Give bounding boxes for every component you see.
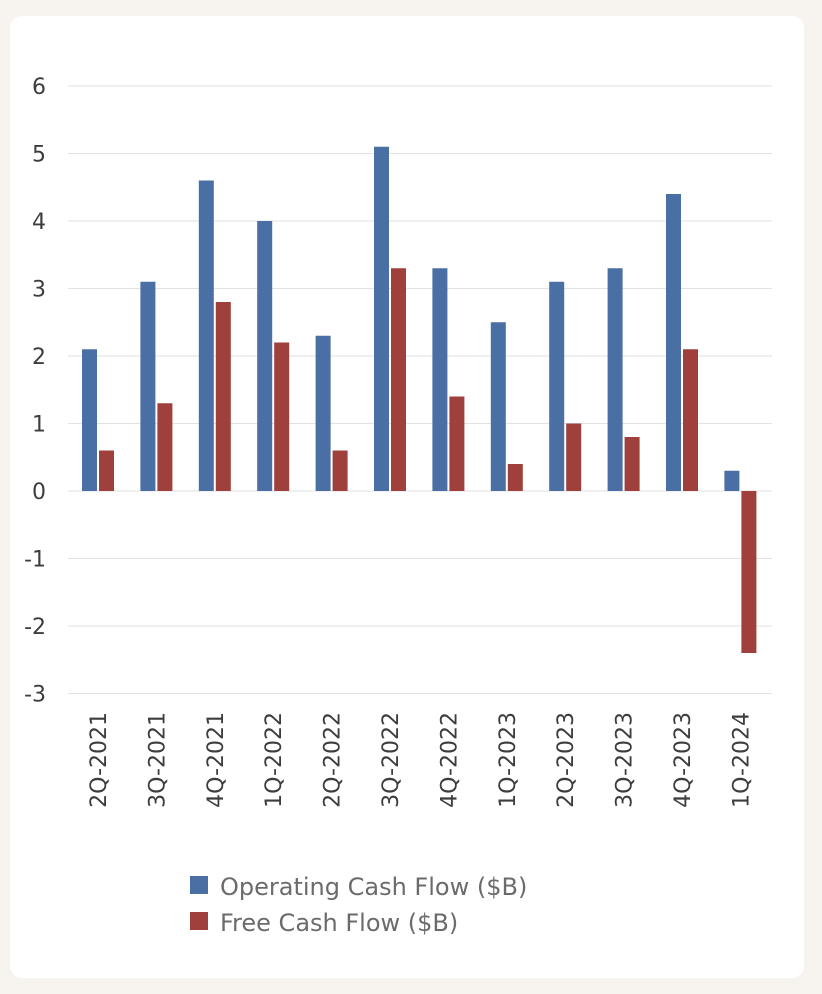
legend-label-operating-cash-flow: Operating Cash Flow ($B) [220, 873, 527, 901]
bar-free-cash-flow-2q-2022 [332, 450, 348, 491]
bar-free-cash-flow-1q-2024 [741, 491, 757, 653]
y-tick-label: 4 [32, 210, 46, 235]
bar-free-cash-flow-4q-2022 [449, 396, 465, 491]
bar-free-cash-flow-2q-2021 [99, 450, 114, 491]
x-tick-label: 4Q-2021 [204, 712, 229, 808]
legend: Operating Cash Flow ($B) Free Cash Flow … [190, 873, 527, 937]
y-tick-label: 3 [32, 278, 46, 303]
x-axis-ticks: 2Q-2021 3Q-2021 4Q-2021 1Q-2022 2Q-2022 3Q-20… [87, 712, 754, 808]
y-tick-label: -1 [24, 548, 46, 573]
bar-free-cash-flow-4q-2023 [683, 349, 698, 491]
bar-operating-cash-flow-4q-2021 [198, 180, 214, 491]
x-tick-label: 4Q-2022 [437, 712, 462, 808]
y-tick-label: 0 [32, 480, 46, 505]
x-tick-label: 2Q-2023 [554, 712, 579, 808]
x-tick-label: 3Q-2023 [613, 712, 638, 808]
x-tick-label: 4Q-2023 [671, 712, 696, 808]
legend-label-free-cash-flow: Free Cash Flow ($B) [220, 909, 458, 937]
bar-operating-cash-flow-2q-2021 [82, 349, 97, 491]
bar-operating-cash-flow-3q-2021 [140, 281, 156, 491]
x-tick-label: 1Q-2023 [496, 712, 521, 808]
x-tick-label: 2Q-2021 [87, 712, 112, 808]
bar-free-cash-flow-1q-2023 [507, 464, 523, 491]
bar-operating-cash-flow-1q-2023 [490, 322, 506, 491]
bar-operating-cash-flow-3q-2023 [607, 268, 623, 491]
y-tick-label: 2 [32, 345, 46, 370]
x-tick-label: 1Q-2022 [262, 712, 287, 808]
y-tick-label: -3 [24, 683, 46, 708]
chart-card [10, 16, 804, 978]
y-tick-label: 1 [32, 413, 46, 438]
gridlines [68, 85, 772, 694]
y-tick-label: 5 [32, 143, 46, 168]
x-tick-label: 1Q-2024 [729, 712, 754, 808]
bar-operating-cash-flow-1q-2024 [724, 470, 740, 491]
bar-free-cash-flow-2q-2023 [566, 423, 582, 491]
x-tick-label: 2Q-2022 [321, 712, 346, 808]
bar-operating-cash-flow-4q-2022 [432, 268, 448, 491]
bar-operating-cash-flow-3q-2022 [374, 146, 389, 491]
bar-operating-cash-flow-2q-2022 [315, 335, 331, 491]
bar-free-cash-flow-3q-2023 [624, 437, 640, 491]
x-tick-label: 3Q-2022 [379, 712, 404, 808]
bar-free-cash-flow-1q-2022 [274, 342, 290, 491]
bar-free-cash-flow-3q-2021 [157, 403, 173, 491]
bar-operating-cash-flow-4q-2023 [666, 194, 681, 491]
bar-free-cash-flow-3q-2022 [391, 268, 406, 491]
y-tick-label: 6 [32, 75, 46, 100]
legend-swatch-operating-cash-flow [190, 876, 208, 894]
bar-free-cash-flow-4q-2021 [215, 302, 231, 491]
bars [82, 146, 757, 653]
bar-operating-cash-flow-1q-2022 [257, 221, 273, 491]
x-tick-label: 3Q-2021 [145, 712, 170, 808]
bar-operating-cash-flow-2q-2023 [549, 281, 565, 491]
y-axis-ticks: 6 5 4 3 2 1 0 -1 -2 -3 [24, 75, 46, 708]
y-tick-label: -2 [24, 615, 46, 640]
legend-swatch-free-cash-flow [190, 912, 208, 930]
